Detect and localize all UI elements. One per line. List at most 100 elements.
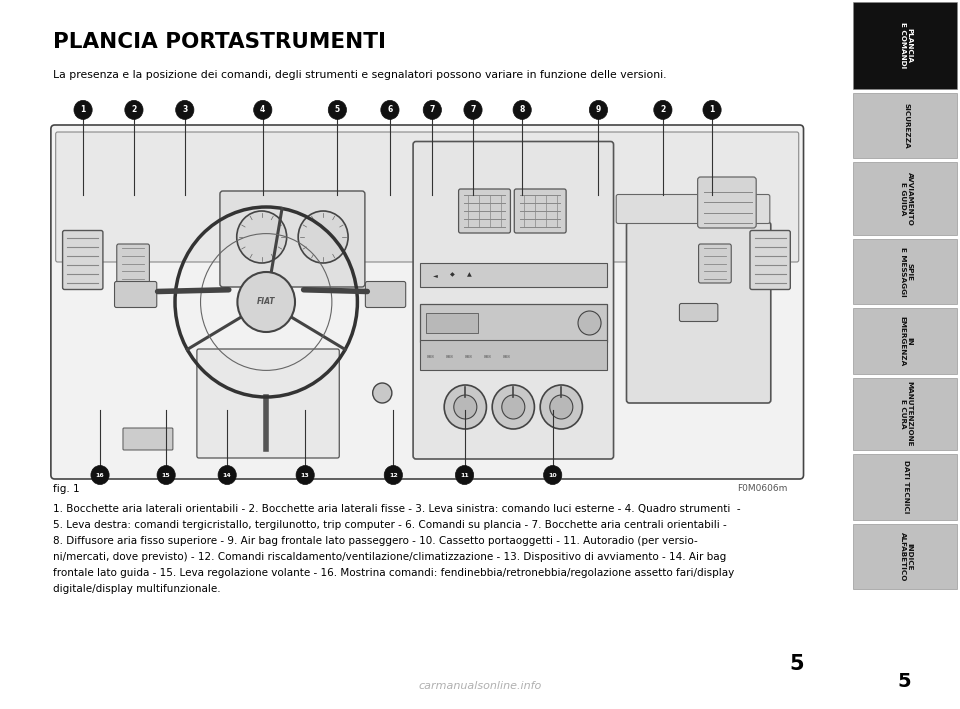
Circle shape xyxy=(237,272,295,332)
Circle shape xyxy=(299,211,348,263)
Text: 2: 2 xyxy=(132,106,136,114)
FancyBboxPatch shape xyxy=(515,189,566,233)
Bar xyxy=(853,454,956,520)
Circle shape xyxy=(125,101,143,119)
FancyBboxPatch shape xyxy=(51,125,804,479)
Circle shape xyxy=(74,101,92,119)
Bar xyxy=(853,162,956,235)
Text: 10: 10 xyxy=(548,472,557,478)
Text: 8. Diffusore aria fisso superiore - 9. Air bag frontale lato passeggero - 10. Ca: 8. Diffusore aria fisso superiore - 9. A… xyxy=(53,536,698,546)
Text: 7: 7 xyxy=(430,106,435,114)
Bar xyxy=(853,308,956,374)
Text: 5: 5 xyxy=(335,106,340,114)
Circle shape xyxy=(328,101,347,119)
Text: 3: 3 xyxy=(182,106,187,114)
Text: IN
EMERGENZA: IN EMERGENZA xyxy=(900,316,913,366)
Text: fig. 1: fig. 1 xyxy=(53,484,80,494)
FancyBboxPatch shape xyxy=(220,191,365,287)
Text: ◆: ◆ xyxy=(450,273,455,278)
FancyBboxPatch shape xyxy=(680,303,718,321)
FancyBboxPatch shape xyxy=(117,244,150,283)
Text: PLANCIA PORTASTRUMENTI: PLANCIA PORTASTRUMENTI xyxy=(53,32,386,52)
Text: 8: 8 xyxy=(519,106,525,114)
Circle shape xyxy=(578,311,601,335)
FancyBboxPatch shape xyxy=(698,177,756,228)
Text: 12: 12 xyxy=(389,472,397,478)
Text: 7: 7 xyxy=(470,106,476,114)
FancyBboxPatch shape xyxy=(616,194,770,223)
Text: digitale/display multifunzionale.: digitale/display multifunzionale. xyxy=(53,584,221,594)
Text: 5. Leva destra: comandi tergicristallo, tergilunotto, trip computer - 6. Comandi: 5. Leva destra: comandi tergicristallo, … xyxy=(53,520,727,530)
Text: 16: 16 xyxy=(96,472,105,478)
FancyBboxPatch shape xyxy=(420,304,607,342)
Text: SPIE
E MESSAGGI: SPIE E MESSAGGI xyxy=(900,247,913,296)
Circle shape xyxy=(423,101,442,119)
Text: 15: 15 xyxy=(162,472,171,478)
FancyBboxPatch shape xyxy=(413,142,613,459)
Bar xyxy=(853,239,956,304)
Text: SICUREZZA: SICUREZZA xyxy=(903,103,909,148)
Text: 5: 5 xyxy=(897,672,911,691)
Text: FIAT: FIAT xyxy=(257,298,276,306)
Text: AVVIAMENTO
E GUIDA: AVVIAMENTO E GUIDA xyxy=(900,172,913,225)
Text: PLANCIA
E COMANDI: PLANCIA E COMANDI xyxy=(900,22,913,69)
Bar xyxy=(853,2,956,89)
Text: 888: 888 xyxy=(445,354,453,359)
Text: MANUTENZIONE
E CURA: MANUTENZIONE E CURA xyxy=(900,381,913,447)
Text: 888: 888 xyxy=(503,354,511,359)
Text: 1. Bocchette aria laterali orientabili - 2. Bocchette aria laterali fisse - 3. L: 1. Bocchette aria laterali orientabili -… xyxy=(53,504,740,514)
Circle shape xyxy=(381,101,399,119)
FancyBboxPatch shape xyxy=(56,132,799,262)
Circle shape xyxy=(157,466,176,484)
Text: 1: 1 xyxy=(81,106,85,114)
Circle shape xyxy=(253,101,272,119)
Circle shape xyxy=(464,101,482,119)
Circle shape xyxy=(296,466,314,484)
Circle shape xyxy=(218,466,236,484)
Text: La presenza e la posizione dei comandi, degli strumenti e segnalatori possono va: La presenza e la posizione dei comandi, … xyxy=(53,70,666,80)
Bar xyxy=(853,93,956,158)
Text: 6: 6 xyxy=(387,106,393,114)
Circle shape xyxy=(492,385,535,429)
Circle shape xyxy=(502,395,525,419)
FancyBboxPatch shape xyxy=(627,222,771,403)
Text: 1: 1 xyxy=(709,106,714,114)
Circle shape xyxy=(543,466,562,484)
FancyBboxPatch shape xyxy=(699,244,732,283)
FancyBboxPatch shape xyxy=(197,349,339,458)
Circle shape xyxy=(91,466,109,484)
FancyBboxPatch shape xyxy=(114,281,156,308)
Bar xyxy=(853,524,956,589)
Text: 11: 11 xyxy=(460,472,468,478)
Circle shape xyxy=(237,211,287,263)
Text: 888: 888 xyxy=(484,354,492,359)
Circle shape xyxy=(513,101,531,119)
Circle shape xyxy=(455,466,473,484)
FancyBboxPatch shape xyxy=(750,230,790,289)
Circle shape xyxy=(444,385,487,429)
Circle shape xyxy=(372,383,392,403)
Text: 14: 14 xyxy=(223,472,231,478)
Text: carmanualsonline.info: carmanualsonline.info xyxy=(419,681,541,691)
Circle shape xyxy=(654,101,672,119)
FancyBboxPatch shape xyxy=(366,281,406,308)
Text: frontale lato guida - 15. Leva regolazione volante - 16. Mostrina comandi: fendi: frontale lato guida - 15. Leva regolazio… xyxy=(53,568,734,578)
Text: 888: 888 xyxy=(465,354,472,359)
Circle shape xyxy=(589,101,608,119)
FancyBboxPatch shape xyxy=(420,263,607,287)
Circle shape xyxy=(454,395,477,419)
FancyBboxPatch shape xyxy=(420,340,607,369)
Text: F0M0606m: F0M0606m xyxy=(737,484,787,493)
Circle shape xyxy=(550,395,573,419)
Circle shape xyxy=(703,101,721,119)
Text: ▲: ▲ xyxy=(468,273,472,278)
FancyBboxPatch shape xyxy=(459,189,511,233)
FancyBboxPatch shape xyxy=(62,230,103,289)
FancyBboxPatch shape xyxy=(123,428,173,450)
FancyBboxPatch shape xyxy=(425,313,478,333)
Text: 13: 13 xyxy=(300,472,309,478)
Text: ◄: ◄ xyxy=(433,273,438,278)
Circle shape xyxy=(384,466,402,484)
Circle shape xyxy=(176,101,194,119)
Text: ni/mercati, dove previsto) - 12. Comandi riscaldamento/ventilazione/climatizzazi: ni/mercati, dove previsto) - 12. Comandi… xyxy=(53,552,726,562)
